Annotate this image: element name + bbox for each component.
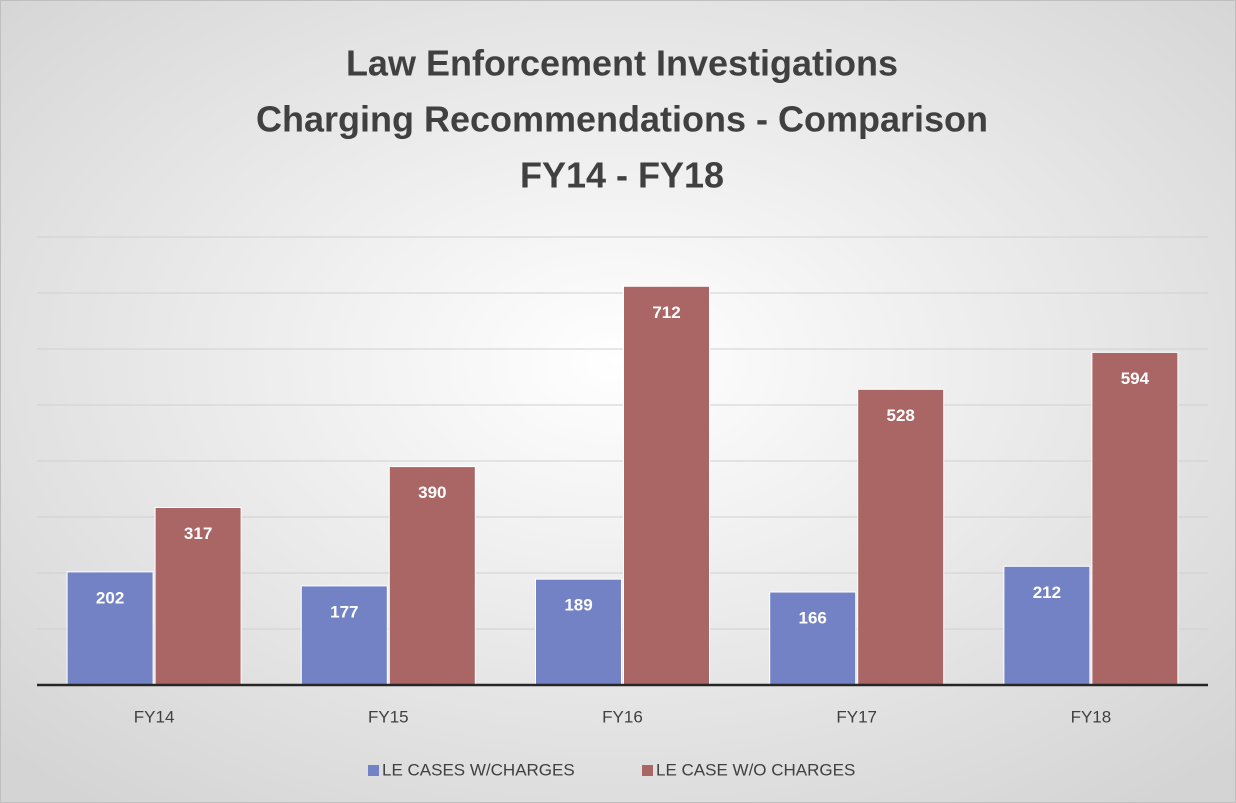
data-label: 594 <box>1121 369 1150 388</box>
data-label: 390 <box>418 483 446 502</box>
bar <box>300 585 388 686</box>
bar <box>1091 351 1179 686</box>
data-label: 189 <box>564 596 592 615</box>
data-label: 528 <box>887 406 915 425</box>
chart-title: Charging Recommendations - Comparison <box>256 99 988 140</box>
legend-label: LE CASES W/CHARGES <box>382 760 575 779</box>
legend-label: LE CASE W/O CHARGES <box>656 760 855 779</box>
bar <box>1003 565 1091 686</box>
x-tick-label: FY15 <box>368 707 409 726</box>
legend-swatch <box>368 765 379 776</box>
x-tick-label: FY18 <box>1071 707 1112 726</box>
data-label: 317 <box>184 524 212 543</box>
data-label: 166 <box>799 609 827 628</box>
data-label: 212 <box>1033 583 1061 602</box>
data-label: 202 <box>96 588 124 607</box>
bar <box>857 388 945 686</box>
bar <box>623 285 710 686</box>
data-label: 712 <box>652 303 680 322</box>
x-tick-label: FY17 <box>836 707 877 726</box>
data-label: 177 <box>330 602 358 621</box>
chart-title: FY14 - FY18 <box>520 155 724 196</box>
chart-title: Law Enforcement Investigations <box>346 43 898 84</box>
bar <box>769 591 857 686</box>
x-tick-label: FY14 <box>134 707 175 726</box>
legend-swatch <box>642 765 653 776</box>
x-tick-label: FY16 <box>602 707 643 726</box>
